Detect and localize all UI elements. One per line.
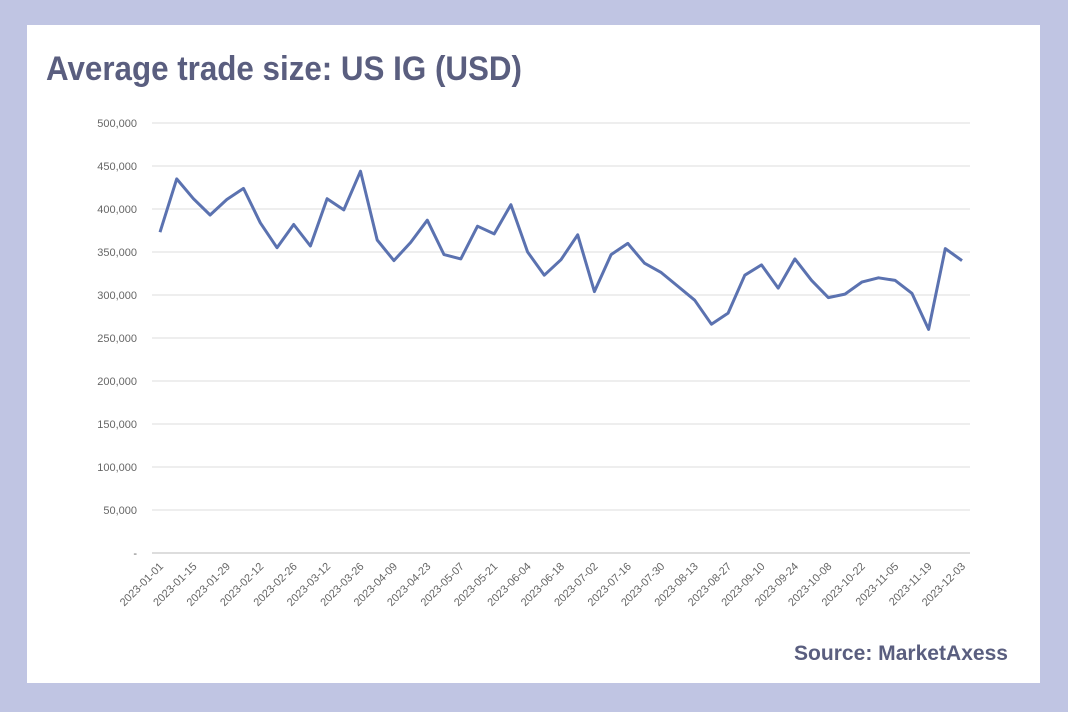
y-tick-label: 350,000 <box>97 247 137 259</box>
data-line <box>158 169 963 331</box>
chart-title: Average trade size: US IG (USD) <box>46 50 522 88</box>
panel <box>27 25 1040 683</box>
y-tick-label: 150,000 <box>97 419 137 431</box>
y-tick-label: 500,000 <box>97 118 137 130</box>
y-tick-label: 250,000 <box>97 333 137 345</box>
y-tick-label: 300,000 <box>97 290 137 302</box>
y-tick-label: 450,000 <box>97 161 137 173</box>
y-tick-label: - <box>133 548 137 560</box>
source: Source: MarketAxess <box>794 642 1008 665</box>
y-tick-label: 400,000 <box>97 204 137 216</box>
y-tick-label: 50,000 <box>103 505 137 517</box>
y-tick-label: 100,000 <box>97 462 137 474</box>
y-tick-label: 200,000 <box>97 376 137 388</box>
